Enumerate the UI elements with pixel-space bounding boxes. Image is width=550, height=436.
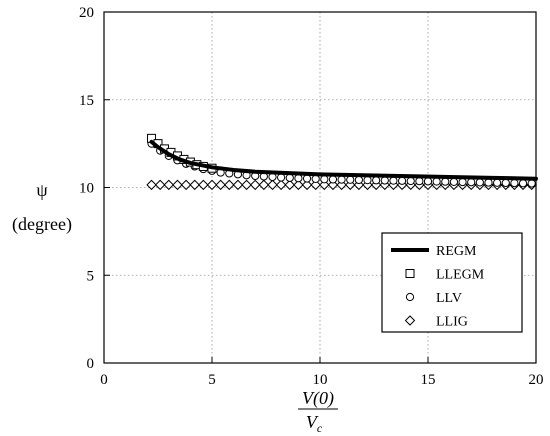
data-point-llv [328, 175, 338, 184]
data-point-llv [449, 177, 459, 186]
data-point-llig [258, 179, 270, 191]
data-point-llig [275, 179, 287, 191]
data-point-llv [518, 179, 528, 188]
y-tick-label: 20 [79, 5, 94, 21]
data-point-llv [397, 176, 407, 185]
data-point-llv [337, 175, 346, 184]
data-point-llv [501, 178, 510, 188]
data-point-llv [467, 178, 476, 187]
data-point-llig [249, 179, 261, 191]
data-point-llig [284, 179, 295, 191]
legend-label: LLIG [436, 315, 468, 330]
data-point-llv [432, 177, 441, 186]
data-point-llv [372, 176, 381, 185]
data-point-llv [493, 178, 502, 187]
data-point-llv [441, 177, 450, 186]
y-tick-label: 0 [87, 356, 95, 372]
x-tick-label: 0 [100, 372, 108, 388]
data-point-llv [380, 176, 389, 185]
series-regm [149, 139, 538, 181]
x-axis-denominator-main: V [306, 412, 319, 432]
data-point-llig [301, 179, 313, 191]
legend-label: LLEGM [436, 268, 485, 283]
x-axis-denominator: Vc [306, 412, 323, 435]
series-layer [146, 133, 538, 191]
legend-label: LLV [436, 291, 462, 306]
legend-entry: REGM [391, 244, 477, 259]
legend-swatch-circle [405, 292, 415, 302]
data-point-llig [198, 179, 209, 191]
y-tick-label: 10 [79, 181, 94, 197]
data-point-llv [320, 175, 329, 184]
data-point-llig [215, 179, 226, 191]
data-point-llig [241, 179, 252, 191]
x-tick-label: 10 [313, 372, 328, 388]
data-point-llv [354, 175, 363, 185]
y-tick-label: 15 [79, 93, 94, 109]
data-point-llig [293, 179, 304, 191]
data-point-llv [423, 177, 433, 186]
series-line-regm [149, 139, 538, 181]
axes: 0 5 10 15 20 0 5 10 15 20 [79, 5, 544, 388]
data-point-llig [172, 179, 183, 191]
data-point-llv [311, 174, 320, 184]
data-point-llig [267, 179, 278, 191]
x-tick-label: 5 [208, 372, 216, 388]
data-point-llig [224, 179, 235, 191]
data-point-llv [389, 176, 398, 185]
data-point-llv [475, 178, 484, 187]
data-point-llv [302, 174, 312, 183]
data-point-llig [163, 179, 175, 191]
data-point-llig [206, 179, 218, 191]
y-tick-label: 5 [87, 268, 95, 284]
data-point-llv [415, 177, 424, 186]
x-tick-label: 15 [421, 372, 436, 388]
data-point-llv [510, 179, 519, 188]
legend-label: REGM [436, 244, 477, 259]
data-point-llv [458, 177, 467, 187]
x-axis-numerator: V(0) [302, 388, 334, 409]
data-point-llv [294, 174, 303, 183]
data-point-llig [189, 179, 200, 191]
data-point-llig [154, 179, 166, 191]
data-point-llv [277, 173, 286, 182]
y-axis-symbol: ψ [36, 180, 48, 200]
legend-entry: LLEGM [405, 268, 485, 283]
data-point-llv [285, 173, 294, 182]
data-point-llig [146, 179, 157, 191]
data-point-llv [363, 176, 372, 185]
data-point-llv [346, 175, 355, 184]
y-axis-unit: (degree) [12, 214, 72, 235]
data-point-llv [406, 176, 415, 186]
legend-swatch-diamond [404, 315, 416, 326]
x-tick-label: 20 [529, 372, 544, 388]
legend-entry: LLV [405, 291, 462, 306]
legend-swatch-square [405, 269, 415, 278]
data-point-llv [527, 179, 536, 188]
data-point-llv [484, 178, 493, 187]
legend-entry: LLIG [404, 315, 468, 330]
data-point-llig [232, 179, 244, 191]
data-point-llig [180, 179, 192, 191]
x-axis-denominator-sub: c [317, 421, 323, 435]
legend: REGM LLEGM LLV LLIG [381, 232, 523, 333]
data-point-llig [310, 179, 321, 191]
